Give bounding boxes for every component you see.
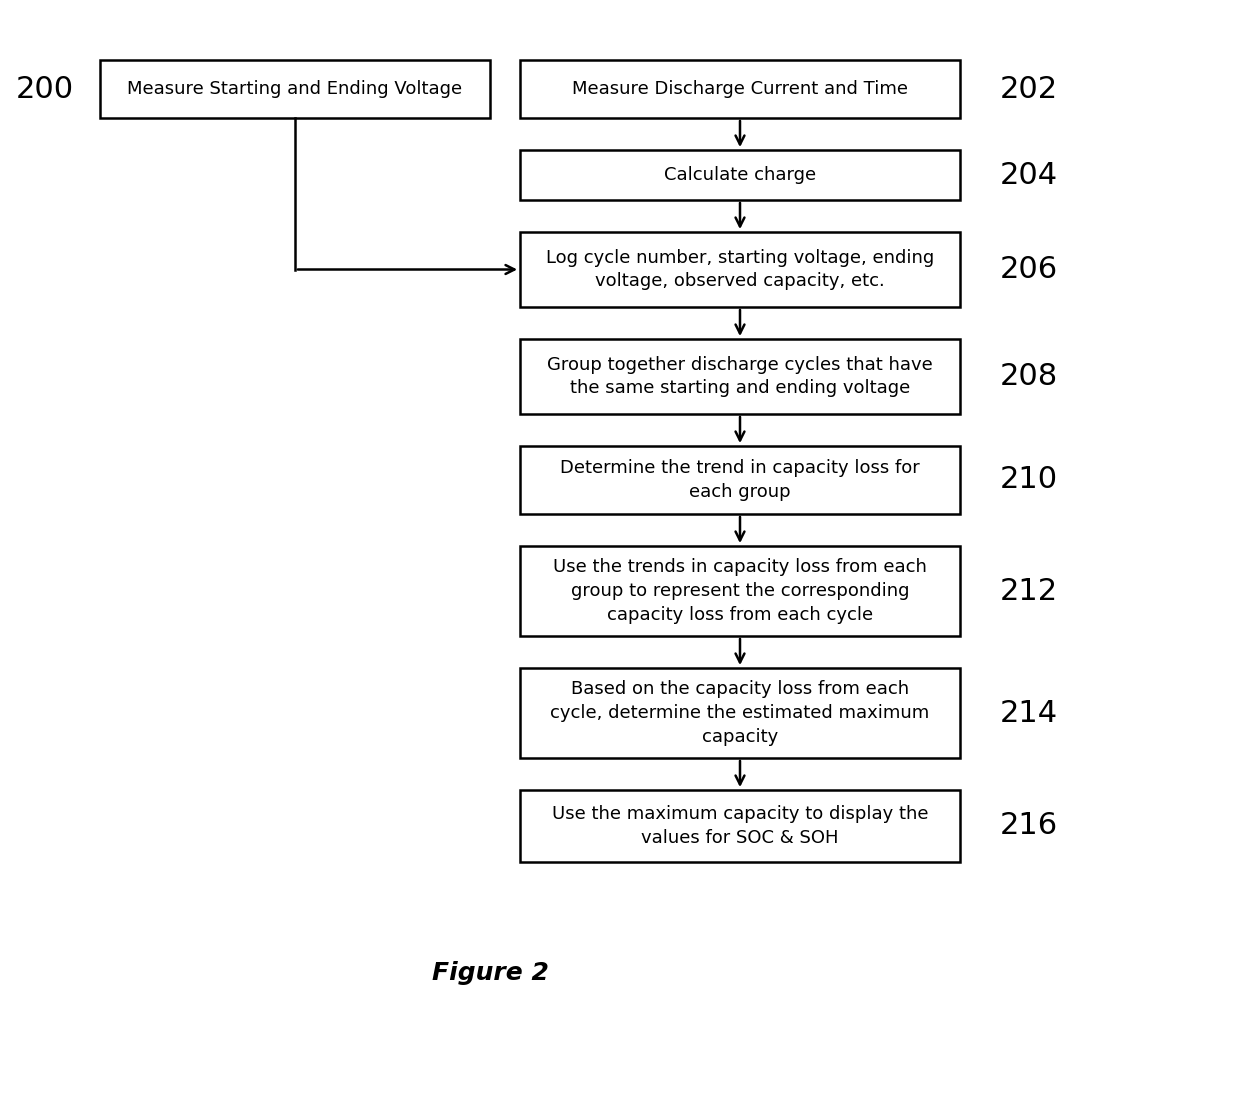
Bar xyxy=(100,60,490,118)
Bar xyxy=(520,232,960,307)
Text: Based on the capacity loss from each
cycle, determine the estimated maximum
capa: Based on the capacity loss from each cyc… xyxy=(551,681,930,746)
Text: Measure Discharge Current and Time: Measure Discharge Current and Time xyxy=(572,81,908,98)
Text: 208: 208 xyxy=(999,362,1058,390)
Text: 212: 212 xyxy=(999,577,1058,606)
Bar xyxy=(520,546,960,636)
Text: 216: 216 xyxy=(999,812,1058,840)
Text: 204: 204 xyxy=(999,161,1058,190)
Text: Use the maximum capacity to display the
values for SOC & SOH: Use the maximum capacity to display the … xyxy=(552,805,929,847)
Text: 206: 206 xyxy=(999,255,1058,283)
Bar xyxy=(520,446,960,514)
Text: Figure 2: Figure 2 xyxy=(432,961,548,985)
Text: Use the trends in capacity loss from each
group to represent the corresponding
c: Use the trends in capacity loss from eac… xyxy=(553,558,928,623)
Text: Group together discharge cycles that have
the same starting and ending voltage: Group together discharge cycles that hav… xyxy=(547,355,932,397)
Text: 202: 202 xyxy=(999,75,1058,104)
Bar xyxy=(520,150,960,200)
Bar xyxy=(520,339,960,414)
Bar xyxy=(520,790,960,863)
Text: Log cycle number, starting voltage, ending
voltage, observed capacity, etc.: Log cycle number, starting voltage, endi… xyxy=(546,248,934,290)
Text: 200: 200 xyxy=(16,75,74,104)
Text: Calculate charge: Calculate charge xyxy=(663,165,816,184)
Bar xyxy=(520,60,960,118)
Text: Measure Starting and Ending Voltage: Measure Starting and Ending Voltage xyxy=(128,81,463,98)
Bar xyxy=(520,668,960,758)
Text: 214: 214 xyxy=(999,698,1058,728)
Text: 210: 210 xyxy=(999,465,1058,494)
Text: Determine the trend in capacity loss for
each group: Determine the trend in capacity loss for… xyxy=(560,459,920,501)
